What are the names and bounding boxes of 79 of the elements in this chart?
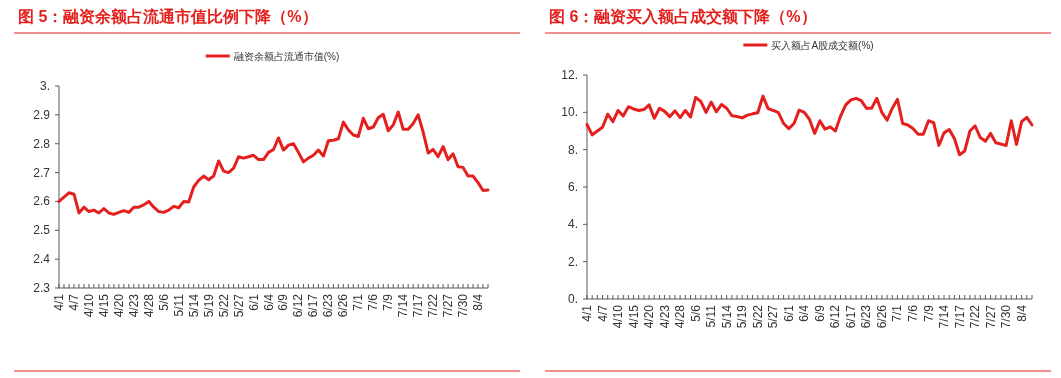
x-tick-label: 6/9	[276, 293, 291, 311]
x-tick-label: 5/22	[216, 293, 231, 318]
y-tick-label: 4.	[567, 217, 578, 232]
x-tick-label: 4/23	[657, 304, 672, 329]
chart-title: 图 5：融资余额占流通市值比例下降（%）	[18, 7, 318, 26]
y-tick-label: 3.	[39, 79, 50, 93]
x-tick-label: 5/11	[171, 293, 186, 317]
x-tick-label: 6/1	[781, 304, 796, 322]
y-tick-label: 0.	[567, 292, 578, 306]
x-tick-label: 6/4	[261, 293, 276, 311]
y-tick-label: 2.5	[33, 223, 51, 238]
y-tick-label: 6.	[567, 180, 578, 194]
y-tick-label: 2.6	[33, 194, 51, 209]
x-tick-label: 7/6	[366, 293, 381, 311]
x-tick-label: 7/9	[381, 293, 396, 311]
y-tick-label: 8.	[567, 142, 578, 157]
y-tick-label: 2.	[567, 254, 578, 269]
y-tick-label: 2.4	[33, 252, 51, 267]
x-tick-label: 5/27	[766, 304, 781, 329]
x-tick-label: 4/10	[611, 304, 626, 329]
x-tick-label: 4/15	[626, 304, 641, 329]
x-tick-label: 4/20	[111, 293, 126, 318]
x-tick-label: 5/11	[704, 304, 719, 328]
x-tick-label: 6/12	[291, 293, 306, 318]
x-tick-label: 4/7	[595, 304, 610, 322]
x-tick-label: 7/17	[411, 293, 426, 318]
x-tick-label: 5/6	[688, 304, 703, 322]
x-tick-label: 4/1	[580, 304, 594, 322]
chart-title: 图 6：融资买入额占成交额下降（%）	[549, 7, 817, 26]
x-tick-label: 5/6	[156, 293, 171, 311]
x-tick-label: 4/7	[66, 293, 81, 311]
x-tick-label: 4/28	[673, 304, 688, 329]
y-tick-label: 10.	[561, 105, 578, 120]
x-tick-label: 4/15	[96, 293, 111, 318]
line-series	[585, 94, 1034, 157]
x-tick-label: 6/4	[797, 304, 812, 322]
x-tick-label: 5/27	[231, 293, 246, 318]
x-tick-label: 6/26	[874, 304, 889, 329]
x-tick-label: 4/23	[126, 293, 141, 318]
x-tick-label: 8/4	[1014, 304, 1029, 322]
x-tick-label: 4/20	[642, 304, 657, 329]
x-tick-label: 7/17	[952, 304, 967, 329]
x-tick-label: 4/28	[141, 293, 156, 318]
x-tick-label: 4/1	[52, 293, 66, 311]
x-tick-label: 6/17	[306, 293, 321, 318]
y-tick-label: 2.9	[33, 107, 51, 122]
x-tick-label: 6/17	[843, 304, 858, 329]
x-tick-label: 7/14	[396, 293, 411, 318]
x-tick-label: 6/12	[828, 304, 843, 329]
x-tick-label: 5/19	[735, 304, 750, 329]
y-tick-label: 12.	[561, 68, 578, 82]
x-tick-label: 7/22	[968, 304, 983, 329]
x-tick-label: 6/23	[321, 293, 336, 318]
x-tick-label: 5/19	[201, 293, 216, 318]
x-tick-label: 5/22	[750, 304, 765, 329]
legend-label: 融资余额占流通市值(%)	[233, 51, 340, 62]
x-tick-label: 6/9	[812, 304, 827, 322]
x-tick-label: 7/14	[937, 304, 952, 329]
x-tick-label: 4/10	[81, 293, 96, 318]
x-tick-label: 7/27	[983, 304, 998, 329]
y-tick-label: 2.8	[33, 136, 51, 151]
x-tick-label: 7/22	[426, 293, 441, 318]
legend-label: 买入额占A股成交额(%)	[771, 40, 874, 51]
x-tick-label: 6/23	[859, 304, 874, 329]
x-tick-label: 7/27	[441, 293, 456, 318]
x-tick-label: 7/9	[921, 304, 936, 322]
x-tick-label: 7/30	[999, 304, 1014, 329]
y-tick-label: 2.7	[33, 165, 51, 180]
x-tick-label: 6/26	[336, 293, 351, 318]
x-tick-label: 5/14	[186, 293, 201, 318]
x-tick-label: 7/1	[351, 293, 366, 311]
x-tick-label: 6/1	[246, 293, 261, 311]
x-tick-label: 7/6	[905, 304, 920, 322]
x-tick-label: 5/14	[719, 304, 734, 329]
y-tick-label: 2.3	[33, 281, 51, 295]
x-tick-label: 7/1	[890, 304, 905, 322]
x-tick-label: 7/30	[456, 293, 471, 318]
line-series	[57, 110, 490, 216]
x-tick-label: 8/4	[471, 293, 486, 311]
